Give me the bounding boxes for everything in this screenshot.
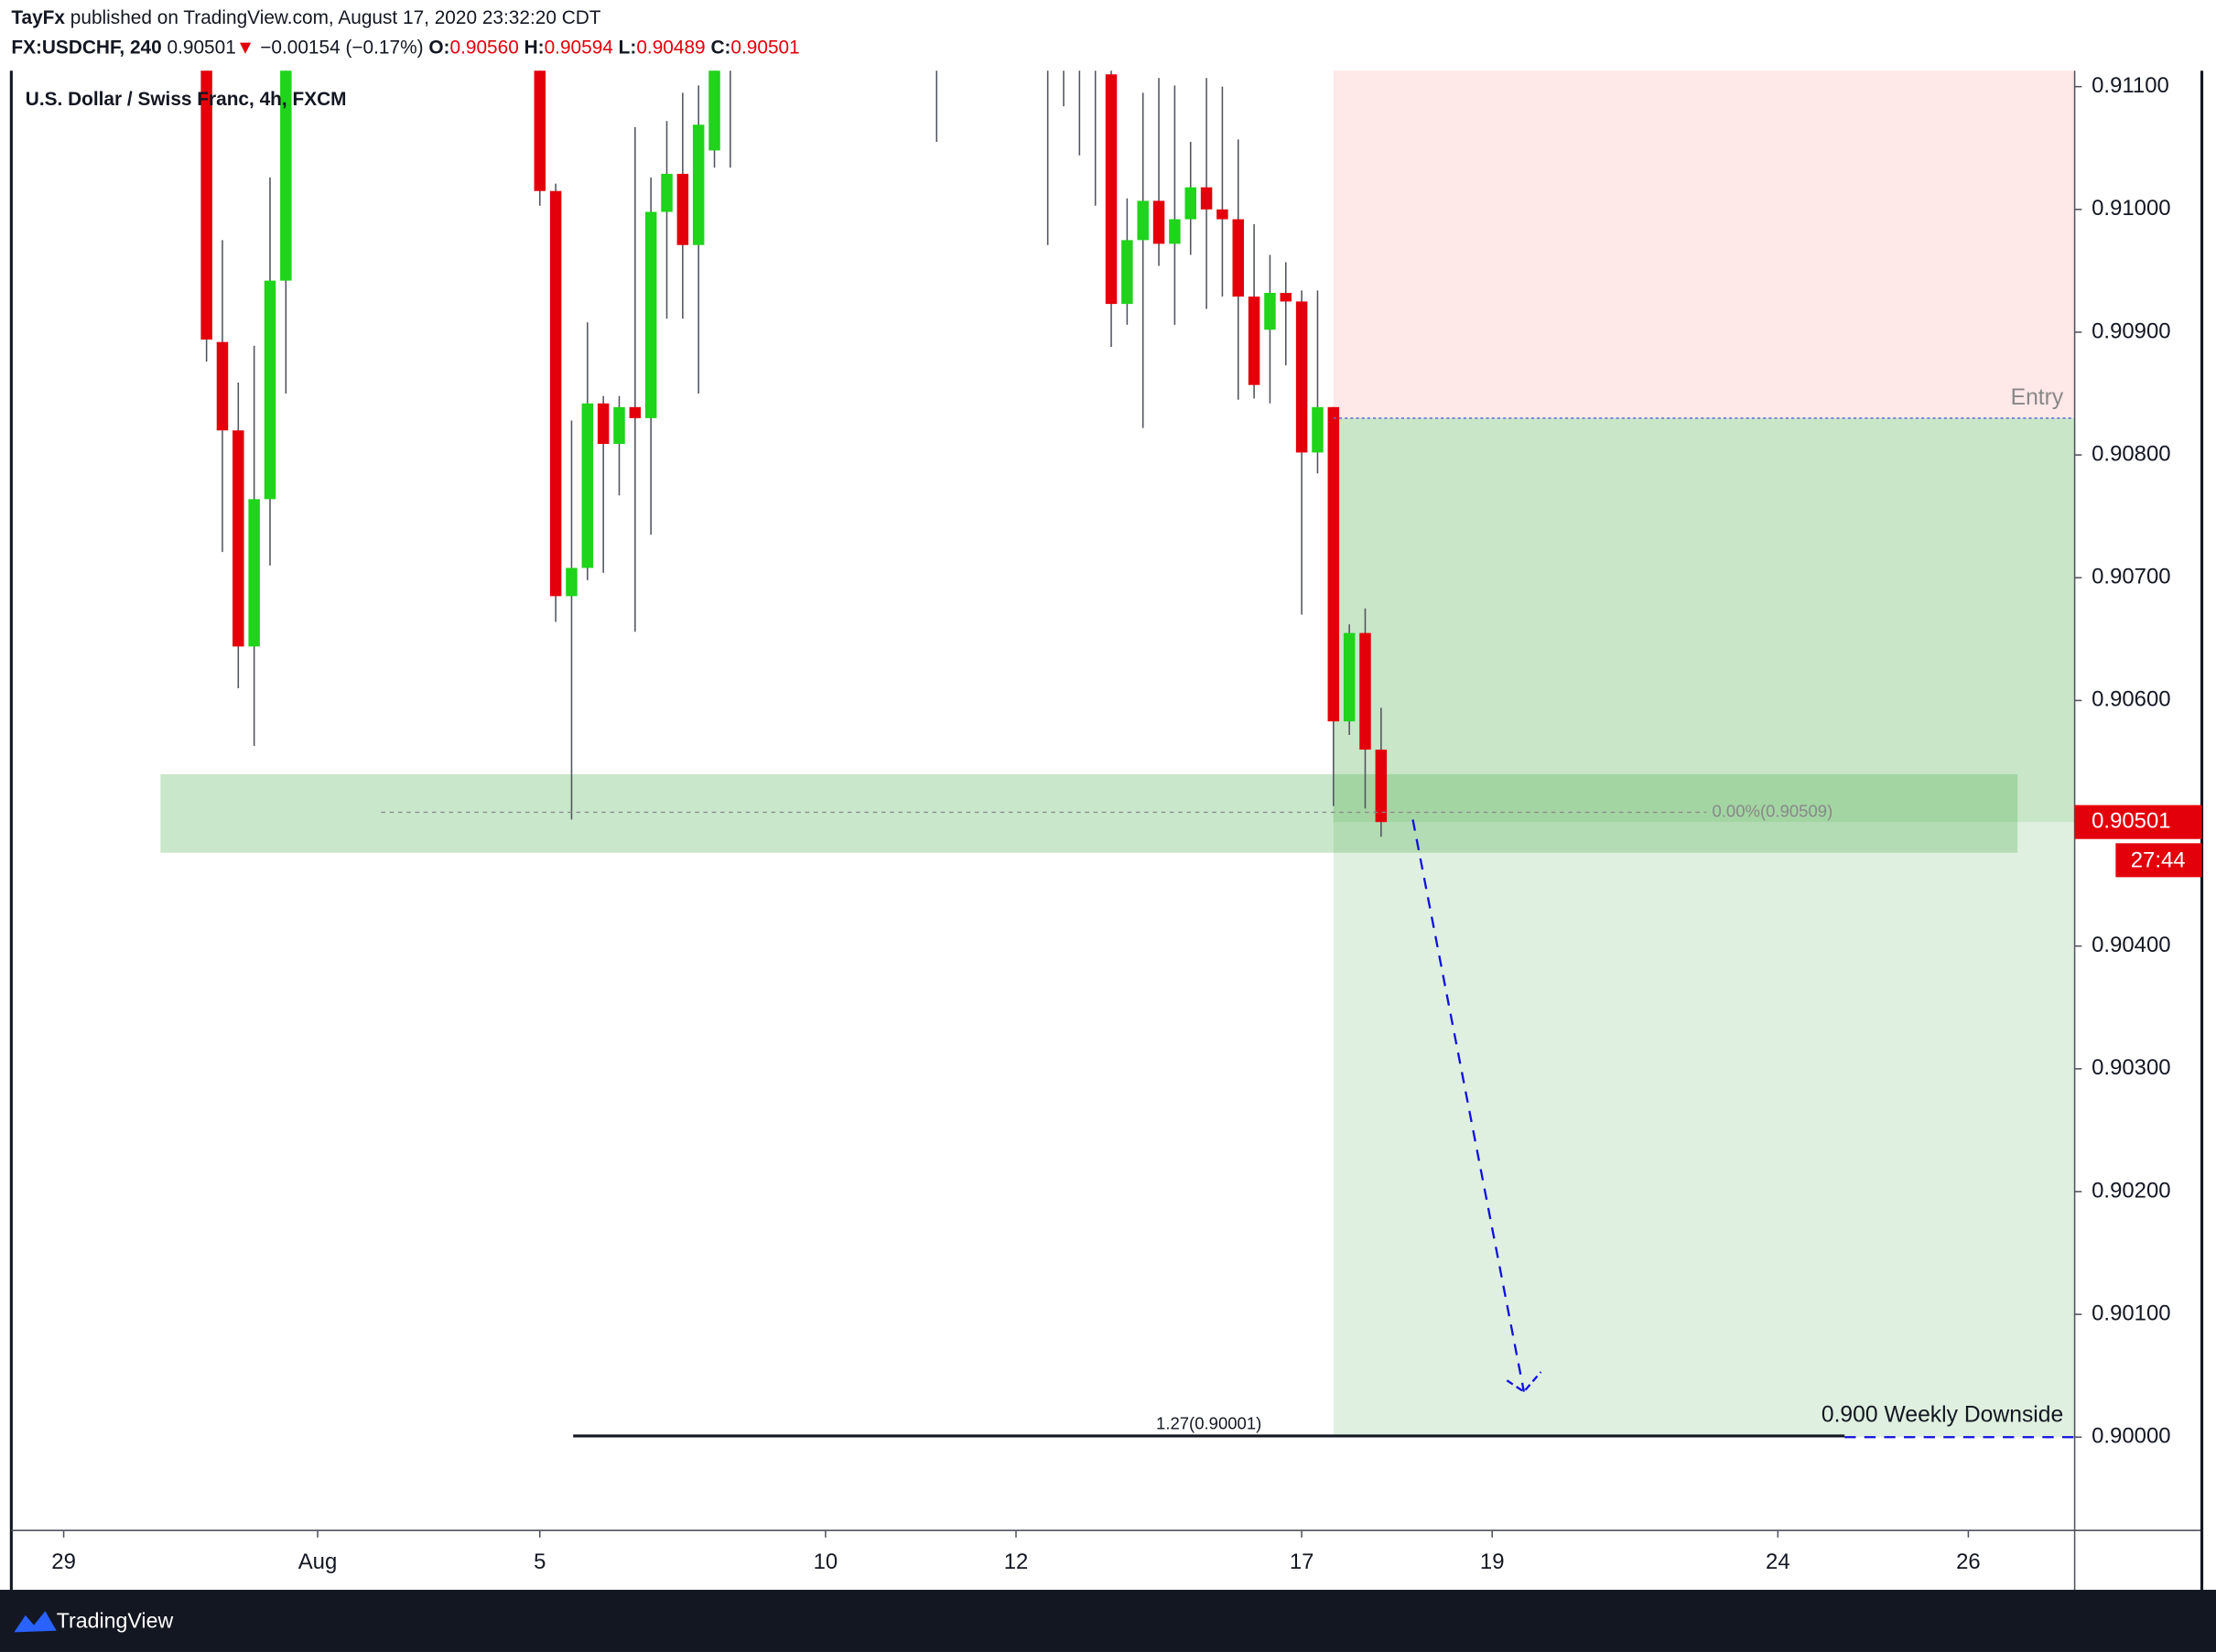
last-price: 0.90501 (168, 37, 236, 58)
candle-body (232, 430, 244, 647)
chart-title: U.S. Dollar / Swiss Franc, 4h, FXCM (26, 89, 347, 110)
x-tick-label: 19 (1480, 1549, 1505, 1574)
y-tick-label: 0.90100 (2092, 1301, 2170, 1325)
candle-body (597, 403, 610, 445)
candle-body (1152, 200, 1165, 244)
y-tick-label: 0.91000 (2092, 196, 2170, 221)
candle-body (1169, 219, 1181, 244)
candle-body (1232, 219, 1245, 297)
plot-area (160, 70, 2075, 1438)
low-value: 0.90489 (636, 37, 705, 58)
close-label: C: (710, 37, 730, 58)
candle-body (280, 70, 292, 281)
candle-body (248, 499, 260, 647)
candle-body (200, 70, 212, 340)
y-tick-label: 0.90700 (2092, 565, 2170, 589)
y-tick-label: 0.90800 (2092, 441, 2170, 466)
target-label: 0.900 Weekly Downside (1821, 1403, 2063, 1428)
close-value: 0.90501 (730, 37, 799, 58)
high-value: 0.90594 (545, 37, 613, 58)
candle-body (708, 70, 720, 151)
overlay: Entry 0.00%(0.90509) 1.27(0.90001) 0.900 We… (381, 385, 2075, 1439)
logo-icon (14, 1611, 57, 1633)
open-profit-zone (1333, 417, 2075, 823)
candle-body (613, 406, 625, 445)
y-tick-label: 0.90200 (2092, 1178, 2170, 1203)
price-label: 0.90501 (2092, 809, 2170, 834)
candle-body (581, 403, 594, 568)
candle-body (1121, 240, 1133, 305)
header-line-2: FX:USDCHF, 240 0.90501▼ −0.00154 (−0.17%… (11, 37, 799, 58)
x-tick-label: 10 (814, 1549, 838, 1574)
x-tick-label: 5 (534, 1549, 546, 1574)
candle-body (1327, 406, 1340, 722)
candle-body (661, 173, 673, 212)
candle-body (1137, 200, 1149, 241)
candle-body (1295, 301, 1308, 453)
low-label: L: (619, 37, 637, 58)
high-label: H: (524, 37, 545, 58)
candle-body (1200, 187, 1213, 210)
y-tick-label: 0.90300 (2092, 1055, 2170, 1080)
y-tick-label: 0.90400 (2092, 933, 2170, 957)
candle-body (549, 190, 562, 597)
open-label: O: (428, 37, 449, 58)
symbol: FX:USDCHF, 240 (11, 37, 161, 58)
candle-body (566, 567, 578, 597)
y-tick-label: 0.90900 (2092, 319, 2170, 343)
candle-body (1264, 293, 1276, 330)
x-tick-label: 17 (1290, 1549, 1314, 1574)
y-tick-label: 0.90000 (2092, 1424, 2170, 1449)
x-tick-label: Aug (298, 1549, 338, 1574)
candle-body (644, 211, 657, 418)
candle-body (676, 173, 689, 245)
x-tick-label: 26 (1956, 1549, 1981, 1574)
candle-body (1105, 74, 1118, 305)
countdown: 27:44 (2131, 848, 2186, 873)
projection-path (1411, 819, 1526, 1392)
candle-body (1248, 297, 1260, 385)
x-tick-label: 24 (1766, 1549, 1790, 1574)
candle-body (264, 280, 276, 500)
candle-body (534, 70, 546, 191)
candle-body (629, 406, 642, 418)
y-tick-label: 0.91100 (2092, 73, 2169, 98)
publisher: TayFx (11, 7, 65, 28)
arrow-head (1506, 1371, 1542, 1394)
published: published on TradingView.com, August 17,… (70, 7, 601, 28)
candle-body (1184, 187, 1196, 220)
y-tick-label: 0.90600 (2092, 687, 2170, 712)
direction: ▼ (236, 37, 255, 58)
candle-body (1216, 209, 1228, 220)
entry-label: Entry (2011, 385, 2064, 410)
candle-body (1312, 406, 1324, 453)
footer-brand[interactable]: TradingView (57, 1609, 174, 1633)
countdown-box (2115, 843, 2202, 878)
fib-127-label: 1.27(0.90001) (1156, 1413, 1261, 1432)
price-label-box (2074, 804, 2202, 839)
candle-body (692, 124, 705, 245)
x-tick-label: 29 (51, 1549, 76, 1574)
footer-bar (0, 1590, 2216, 1652)
fib-zero-label: 0.00%(0.90509) (1712, 801, 1832, 820)
change: −0.00154 (−0.17%) (260, 37, 423, 58)
candle-body (1280, 293, 1292, 302)
stop-zone (1333, 70, 2075, 418)
open-value: 0.90560 (450, 37, 519, 58)
x-tick-label: 12 (1004, 1549, 1029, 1574)
candle-body (1343, 632, 1356, 722)
header-line-1: TayFx published on TradingView.com, Augu… (11, 7, 600, 28)
support-zone (160, 773, 2018, 853)
candle-body (216, 341, 229, 431)
candle-body (1359, 632, 1371, 750)
candle-body (1375, 750, 1388, 823)
